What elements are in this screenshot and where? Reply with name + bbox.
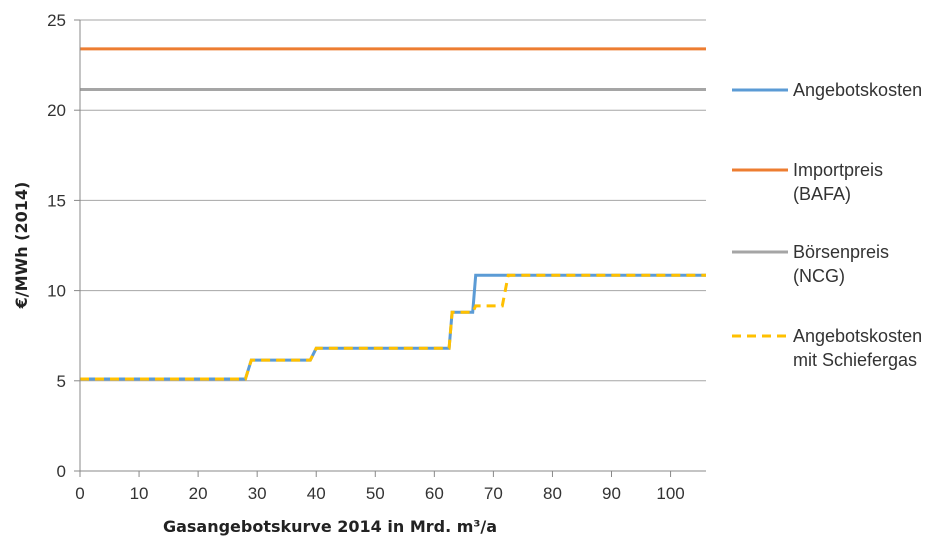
y-axis-ticks: 0 5 10 15 20 25: [47, 11, 80, 481]
y-tick-label: 25: [47, 11, 66, 30]
x-tick-label: 10: [130, 484, 149, 503]
plot-series: [80, 47, 706, 381]
legend-label: (BAFA): [793, 184, 851, 204]
legend-label: Angebotskosten: [793, 326, 922, 346]
series-line-3: [80, 273, 706, 381]
x-tick-label: 100: [656, 484, 684, 503]
legend-entry-1: Importpreis (BAFA): [732, 160, 883, 204]
legend-entry-2: Börsenpreis (NCG): [732, 242, 889, 286]
x-axis-title: Gasangebotskurve 2014 in Mrd. m³/a: [163, 517, 497, 536]
x-tick-label: 40: [307, 484, 326, 503]
axes: [79, 20, 706, 472]
x-tick-label: 20: [189, 484, 208, 503]
x-tick-label: 30: [248, 484, 267, 503]
x-tick-label: 60: [425, 484, 444, 503]
legend-label: Angebotskosten: [793, 80, 922, 100]
legend-label: Börsenpreis: [793, 242, 889, 262]
x-tick-label: 90: [602, 484, 621, 503]
x-tick-label: 70: [484, 484, 503, 503]
y-tick-label: 0: [57, 462, 66, 481]
legend-label: (NCG): [793, 266, 845, 286]
legend-label: Importpreis: [793, 160, 883, 180]
grid-lines: [80, 19, 706, 382]
y-tick-label: 20: [47, 101, 66, 120]
y-tick-label: 10: [47, 282, 66, 301]
x-tick-label: 50: [366, 484, 385, 503]
y-tick-label: 15: [47, 191, 66, 210]
legend-entry-3: Angebotskosten mit Schiefergas: [732, 326, 922, 370]
x-tick-label: 80: [543, 484, 562, 503]
x-tick-label: 0: [75, 484, 84, 503]
legend-label: mit Schiefergas: [793, 350, 917, 370]
x-axis-ticks: 0 10 20 30 40 50 60 70 80 90 100: [75, 471, 685, 503]
y-tick-label: 5: [57, 372, 66, 391]
legend: Angebotskosten Importpreis (BAFA) Börsenpre…: [732, 80, 922, 370]
y-axis-title: €/MWh (2014): [12, 182, 31, 310]
legend-entry-0: Angebotskosten: [732, 80, 922, 100]
